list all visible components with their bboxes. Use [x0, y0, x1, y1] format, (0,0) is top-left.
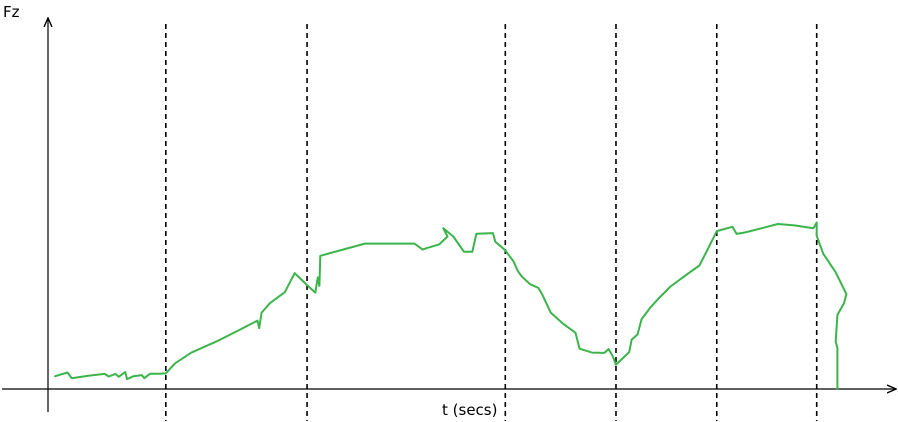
y-axis-label: Fz	[3, 3, 20, 21]
x-axis-label: t (secs)	[442, 401, 497, 419]
fz-series-line	[54, 221, 848, 390]
phase-divider-group	[165, 24, 818, 421]
